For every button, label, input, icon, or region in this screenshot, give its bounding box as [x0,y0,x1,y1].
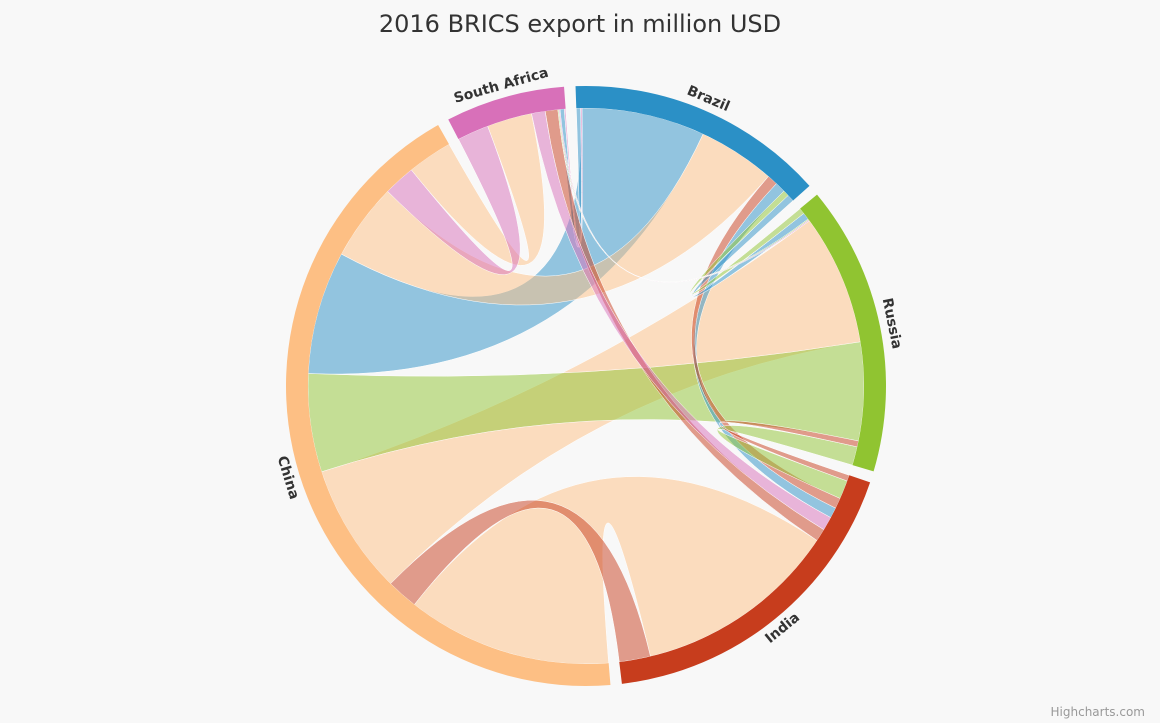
link-china-to-india[interactable] [413,476,818,665]
chart-title: 2016 BRICS export in million USD [379,10,781,38]
node-brazil[interactable] [575,86,810,201]
link-india-to-brazil[interactable] [691,175,841,509]
link-south-africa-to-russia[interactable] [558,108,810,283]
links-layer [307,107,865,665]
node-south-africa[interactable] [448,86,566,140]
node-india[interactable] [619,475,871,684]
nodes-layer [285,86,886,687]
credits-link[interactable]: Highcharts.com [1051,705,1145,719]
node-russia[interactable] [800,194,886,472]
